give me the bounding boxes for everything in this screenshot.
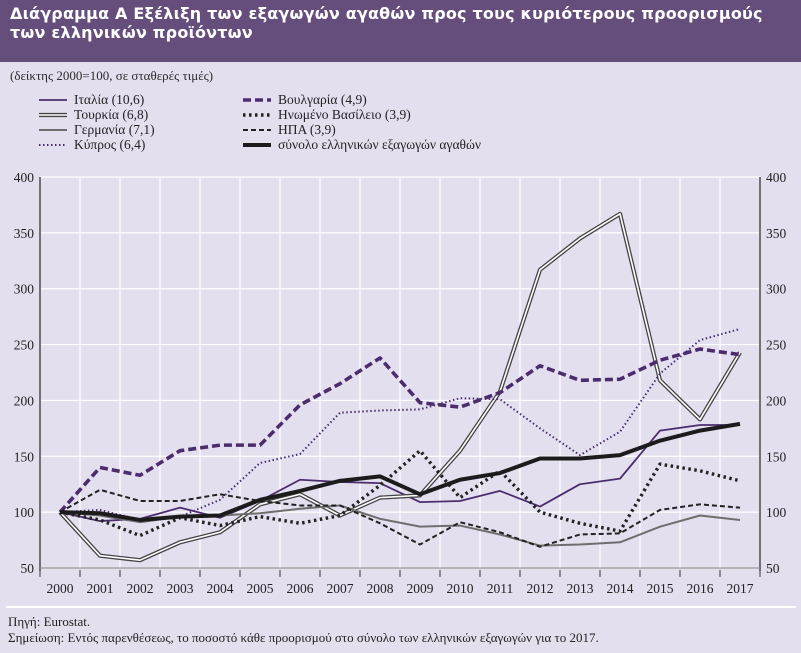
x-tick-label: 2000 [47, 581, 74, 595]
y-tick-label-right: 50 [766, 561, 780, 576]
legend-item-bulgaria: Βουλγαρία (4,9) [242, 92, 367, 107]
x-tick-label: 2003 [167, 581, 194, 595]
series-usa [59, 488, 741, 548]
legend-label: Βουλγαρία (4,9) [278, 91, 367, 107]
series-turkey [58, 211, 742, 563]
legend-swatch-italy [39, 98, 67, 101]
series-bulgaria [58, 347, 741, 514]
legend-swatch-cyprus [39, 143, 67, 146]
legend-label: Ηνωμένο Βασίλειο (3,9) [278, 106, 411, 122]
y-tick-label-left: 100 [14, 505, 35, 520]
x-tick-label: 2016 [687, 581, 714, 595]
y-tick-label-left: 200 [14, 393, 35, 408]
y-tick-label-left: 150 [14, 449, 35, 464]
series-line-uk [59, 449, 741, 538]
legend-item-italy: Ιταλία (10,6) [38, 92, 144, 107]
chart-legend: Ιταλία (10,6) Τουρκία (6,8) Γερμανία (7,1)… [0, 92, 801, 152]
x-tick-label: 2012 [527, 581, 554, 595]
series-uk [59, 449, 741, 538]
series-line-usa [59, 488, 741, 548]
chart-header: Διάγραμμα Α Εξέλιξη των εξαγωγών αγαθών … [0, 0, 801, 62]
x-tick-label: 2002 [127, 581, 154, 595]
legend-item-total: σύνολο ελληνικών εξαγωγών αγαθών [242, 137, 481, 152]
legend-label: Κύπρος (6,4) [74, 136, 146, 152]
series-italy [59, 424, 740, 522]
source-note: Πηγή: Eurostat. [8, 614, 91, 629]
series-line-total [59, 421, 741, 522]
footer-divider [6, 606, 796, 608]
chart-title: Διάγραμμα Α Εξέλιξη των εξαγωγών αγαθών … [10, 4, 763, 42]
legend-label: Ιταλία (10,6) [74, 91, 145, 107]
x-tick-label: 2010 [447, 581, 474, 595]
line-chart: 50 50 100 100 150 150 200 200 250 250 300 300 350 350… [14, 170, 787, 595]
y-tick-label-right: 400 [766, 170, 787, 185]
x-tick-label: 2004 [207, 581, 234, 595]
x-tick-label: 2015 [647, 581, 674, 595]
legend-swatch-usa [243, 128, 271, 131]
y-tick-label-right: 200 [766, 393, 787, 408]
legend-swatch-uk [243, 112, 271, 117]
y-tick-label-right: 300 [766, 282, 787, 297]
x-tick-label: 2013 [567, 581, 594, 595]
x-tick-label: 2005 [247, 581, 274, 595]
x-tick-label: 2001 [87, 581, 114, 595]
legend-item-cyprus: Κύπρος (6,4) [38, 137, 145, 152]
y-tick-label-right: 350 [766, 226, 787, 241]
legend-item-turkey: Τουρκία (6,8) [38, 107, 148, 122]
legend-swatch-total [243, 142, 271, 147]
legend-item-germany: Γερμανία (7,1) [38, 122, 155, 137]
legend-swatch-germany [39, 128, 67, 131]
footnote: Σημείωση: Εντός παρενθέσεως, το ποσοστό … [8, 630, 599, 645]
series-line-turkey [59, 213, 741, 561]
y-tick-label-left: 300 [14, 282, 35, 297]
legend-item-uk: Ηνωμένο Βασίλειο (3,9) [242, 107, 411, 122]
chart-subtitle: (δείκτης 2000=100, σε σταθερές τιμές) [10, 68, 214, 83]
legend-label: Τουρκία (6,8) [74, 106, 149, 122]
y-tick-label-right: 250 [766, 338, 787, 353]
series-line-italy [59, 424, 740, 522]
x-tick-label: 2006 [287, 581, 314, 595]
series-line-bulgaria [58, 347, 741, 514]
x-tick-label: 2007 [327, 581, 354, 595]
legend-swatch-bulgaria [243, 97, 271, 102]
y-tick-label-right: 100 [766, 505, 787, 520]
x-tick-label: 2008 [367, 581, 394, 595]
legend-item-usa: ΗΠΑ (3,9) [242, 122, 336, 137]
series-total [59, 421, 741, 522]
y-tick-label-left: 350 [14, 226, 35, 241]
y-tick-label-left: 400 [14, 170, 35, 185]
y-tick-label-left: 250 [14, 338, 35, 353]
legend-swatch-turkey [39, 112, 67, 117]
x-tick-label: 2011 [487, 581, 514, 595]
x-tick-label: 2014 [607, 581, 634, 595]
x-tick-label: 2017 [727, 581, 754, 595]
y-tick-label-right: 150 [766, 449, 787, 464]
legend-label: σύνολο ελληνικών εξαγωγών αγαθών [278, 136, 481, 152]
legend-label: Γερμανία (7,1) [74, 121, 155, 137]
legend-label: ΗΠΑ (3,9) [278, 121, 336, 137]
y-tick-label-left: 50 [21, 561, 35, 576]
x-tick-label: 2009 [407, 581, 434, 595]
